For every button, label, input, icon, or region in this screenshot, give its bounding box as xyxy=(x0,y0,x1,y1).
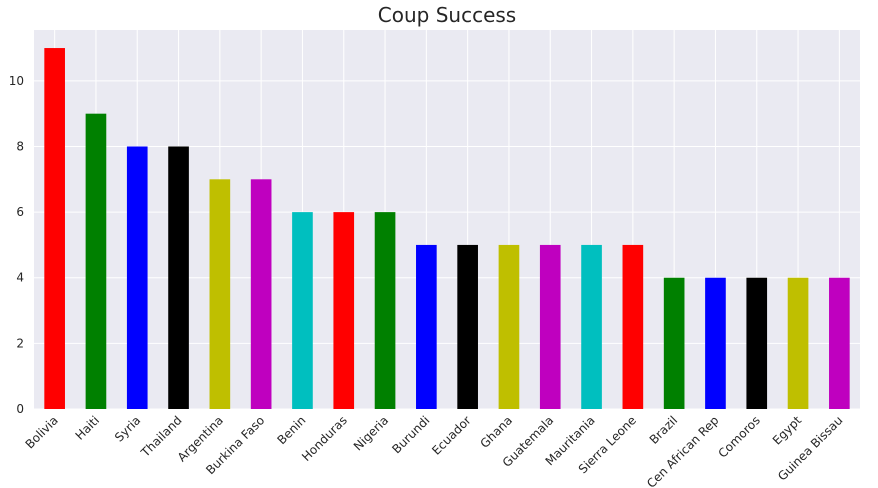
bar-ecuador xyxy=(457,244,478,409)
y-axis-ticks: 0 2 4 6 8 10 xyxy=(9,74,24,416)
x-axis-ticks: Bolivia Haiti SyriaThailandArgentinaBurkin… xyxy=(23,413,846,488)
bar-ghana xyxy=(498,244,520,409)
x-tick-label: Comoros xyxy=(715,413,762,460)
y-tick-label: 0 xyxy=(16,402,24,416)
bar-argentina xyxy=(209,179,231,409)
bar-guinea-bissau xyxy=(829,277,850,409)
x-tick-label: Ghana xyxy=(477,413,515,451)
y-tick-label: 8 xyxy=(16,139,24,153)
x-tick-label: Brazil xyxy=(647,413,681,447)
bar-thailand xyxy=(168,146,189,409)
x-tick-label: Honduras xyxy=(299,413,350,464)
chart-title: Coup Success xyxy=(378,3,516,27)
y-tick-label: 6 xyxy=(16,205,24,219)
bar-egypt xyxy=(787,277,809,409)
x-tick-label: Benin xyxy=(275,413,309,447)
x-tick-label: Cen African Rep xyxy=(644,413,722,488)
bars xyxy=(44,48,850,410)
x-tick-label: Ecuador xyxy=(429,413,474,458)
bar-cen-african-rep xyxy=(705,277,726,409)
y-tick-label: 2 xyxy=(16,336,24,350)
bar-haiti xyxy=(85,113,107,409)
bar-syria xyxy=(126,146,148,409)
x-tick-label: Egypt xyxy=(770,413,805,448)
y-tick-label: 10 xyxy=(9,74,24,88)
bar-nigeria xyxy=(374,212,396,409)
bar-mauritania xyxy=(581,244,602,409)
bar-bolivia xyxy=(44,48,65,410)
x-tick-label: Nigeria xyxy=(351,413,391,453)
bar-honduras xyxy=(333,212,355,409)
bar-brazil xyxy=(663,277,685,409)
bar-burkina-faso xyxy=(250,179,272,409)
bar-sierra-leone xyxy=(622,244,644,409)
x-tick-label: Burundi xyxy=(389,413,432,456)
bar-guatemala xyxy=(539,244,561,409)
x-tick-label: Syria xyxy=(112,413,143,444)
bar-benin xyxy=(292,212,313,409)
bar-burundi xyxy=(416,244,437,409)
x-tick-label: Bolivia xyxy=(23,413,61,451)
plot-area xyxy=(34,30,860,409)
bar-comoros xyxy=(746,277,768,409)
y-tick-label: 4 xyxy=(16,271,24,285)
x-tick-label: Haiti xyxy=(73,413,103,443)
